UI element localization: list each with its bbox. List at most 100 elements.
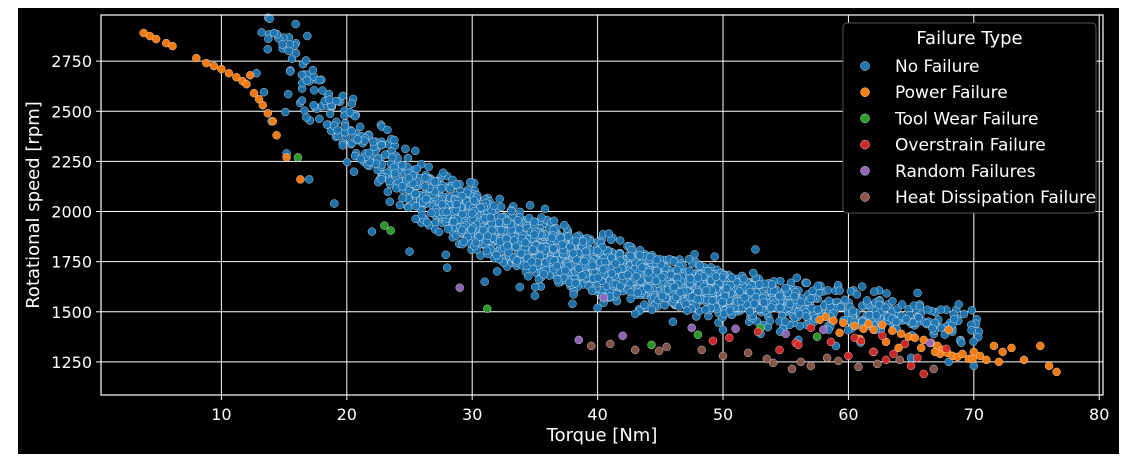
point-no-failure <box>486 213 495 222</box>
point-no-failure <box>549 216 559 225</box>
point-no-failure <box>338 141 347 150</box>
point-heat-dissipation-failure <box>662 342 671 352</box>
point-no-failure <box>587 286 597 296</box>
point-no-failure <box>284 46 293 55</box>
point-no-failure <box>593 246 602 255</box>
point-no-failure <box>569 290 578 299</box>
point-no-failure <box>439 168 448 177</box>
point-power-failure <box>249 89 259 98</box>
point-no-failure <box>284 89 293 99</box>
point-power-failure <box>839 318 848 327</box>
point-no-failure <box>434 227 444 237</box>
point-no-failure <box>891 317 901 326</box>
point-no-failure <box>369 137 378 146</box>
point-no-failure <box>949 314 959 324</box>
point-no-failure <box>377 141 386 150</box>
point-no-failure <box>405 247 414 256</box>
point-power-failure <box>998 347 1007 357</box>
point-power-failure <box>878 320 887 329</box>
point-no-failure <box>347 127 356 136</box>
point-no-failure <box>651 276 661 285</box>
point-power-failure <box>224 69 234 78</box>
point-no-failure <box>604 229 613 238</box>
point-no-failure <box>785 299 795 309</box>
point-no-failure <box>690 250 699 259</box>
point-random-failures <box>925 338 935 348</box>
point-no-failure <box>633 288 642 297</box>
point-no-failure <box>957 338 966 347</box>
point-no-failure <box>390 135 399 145</box>
point-no-failure <box>616 236 625 245</box>
point-power-failure <box>989 341 999 351</box>
point-no-failure <box>686 274 695 283</box>
point-heat-dissipation-failure <box>895 355 904 365</box>
point-power-failure <box>958 349 967 359</box>
point-no-failure <box>467 225 476 234</box>
point-no-failure <box>637 263 647 272</box>
point-no-failure <box>385 176 394 186</box>
point-no-failure <box>467 209 477 218</box>
point-no-failure <box>969 361 978 371</box>
point-power-failure <box>1052 367 1061 377</box>
point-no-failure <box>469 196 479 205</box>
point-no-failure <box>318 86 327 95</box>
point-no-failure <box>718 297 727 307</box>
point-no-failure <box>560 220 569 230</box>
point-no-failure <box>598 265 608 274</box>
point-no-failure <box>556 233 565 242</box>
point-no-failure <box>479 226 488 235</box>
y-tick-label: 1750 <box>51 253 92 272</box>
point-no-failure <box>398 193 407 203</box>
point-no-failure <box>710 252 719 261</box>
point-tool-wear-failure <box>380 221 389 230</box>
point-power-failure <box>975 351 985 361</box>
point-no-failure <box>561 266 570 275</box>
point-no-failure <box>530 291 540 300</box>
legend-marker <box>860 139 870 150</box>
point-no-failure <box>872 311 881 320</box>
point-no-failure <box>302 76 311 85</box>
point-no-failure <box>969 337 978 346</box>
point-no-failure <box>395 200 405 210</box>
point-power-failure <box>217 64 226 74</box>
point-no-failure <box>388 153 397 162</box>
point-no-failure <box>309 101 318 110</box>
point-no-failure <box>746 287 755 297</box>
point-no-failure <box>356 154 365 164</box>
point-no-failure <box>401 144 410 154</box>
legend-entry-label: Tool Wear Failure <box>894 109 1038 129</box>
point-no-failure <box>763 323 772 332</box>
point-no-failure <box>452 180 461 189</box>
point-power-failure <box>917 343 926 353</box>
point-no-failure <box>670 282 679 292</box>
legend-marker <box>860 61 870 71</box>
point-no-failure <box>902 315 911 324</box>
point-no-failure <box>315 76 324 85</box>
point-no-failure <box>632 272 641 281</box>
point-no-failure <box>751 245 760 254</box>
point-overstrain-failure <box>869 347 878 357</box>
point-no-failure <box>411 202 420 211</box>
point-power-failure <box>850 321 859 330</box>
x-tick-label: 40 <box>587 405 607 424</box>
point-no-failure <box>913 288 922 298</box>
point-no-failure <box>333 125 342 135</box>
legend-items: No Failure Power Failure Tool Wear Failure… <box>860 57 1096 208</box>
point-power-failure <box>835 328 844 337</box>
point-no-failure <box>422 194 431 204</box>
point-no-failure <box>457 225 467 235</box>
y-tick-label: 2250 <box>51 152 92 171</box>
legend-marker <box>860 87 870 97</box>
plot-area-border <box>100 14 1104 396</box>
point-no-failure <box>537 213 546 222</box>
point-no-failure <box>459 237 469 246</box>
point-no-failure <box>377 175 386 184</box>
point-overstrain-failure <box>878 331 887 340</box>
point-no-failure <box>725 306 735 315</box>
point-overstrain-failure <box>775 345 784 355</box>
legend-entry-label: No Failure <box>895 57 979 77</box>
point-no-failure <box>755 280 764 289</box>
point-power-failure <box>994 357 1004 367</box>
point-no-failure <box>342 157 352 167</box>
point-power-failure <box>1007 343 1016 353</box>
